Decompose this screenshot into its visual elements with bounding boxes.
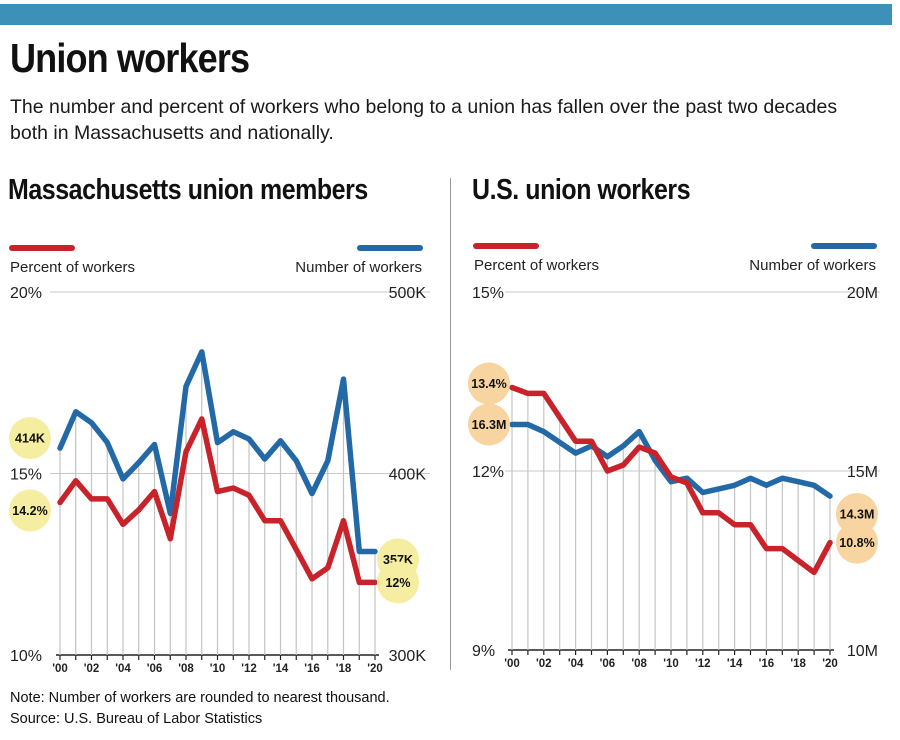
ma-legend-number-label: Number of workers	[295, 259, 422, 276]
us-x-tick-label: '06	[600, 658, 616, 670]
us-x-tick-label: '12	[695, 658, 711, 670]
us-annotation-percent-start: 13.4%	[471, 377, 506, 391]
us-legend-number-label: Number of workers	[749, 257, 876, 274]
ma-y-right-tick-label: 300K	[389, 648, 427, 665]
us-y-left-tick-label: 9%	[472, 643, 495, 660]
us-x-tick-label: '10	[663, 658, 679, 670]
ma-x-tick-label: '16	[304, 663, 320, 675]
ma-x-tick-label: '18	[336, 663, 352, 675]
us-x-tick-label: '14	[727, 658, 743, 670]
footnote-source: Source: U.S. Bureau of Labor Statistics	[10, 711, 263, 727]
ma-x-tick-label: '20	[367, 663, 383, 675]
us-x-tick-label: '16	[759, 658, 775, 670]
ma-legend-percent-label: Percent of workers	[10, 259, 135, 276]
us-x-tick-label: '04	[568, 658, 584, 670]
ma-x-tick-label: '06	[147, 663, 163, 675]
us-series-percent-line	[509, 384, 833, 576]
ma-x-tick-label: '00	[52, 663, 68, 675]
us-y-left-tick-label: 15%	[472, 285, 504, 302]
footnotes: Note: Number of workers are rounded to n…	[10, 688, 390, 730]
page-title: Union workers	[10, 35, 250, 81]
us-y-right-tick-label: 20M	[847, 285, 878, 302]
ma-x-tick-label: '12	[241, 663, 257, 675]
ma-y-left-tick-label: 10%	[10, 648, 42, 665]
us-annotation-percent-end-circle	[836, 521, 878, 564]
us-chart-title: U.S. union workers	[472, 174, 691, 206]
ma-annotation-percent-start-circle	[9, 489, 51, 532]
ma-y-right-tick-label: 400K	[389, 467, 427, 484]
ma-series-percent-line	[57, 416, 378, 586]
ma-x-tick-label: '10	[210, 663, 226, 675]
ma-x-tick-label: '02	[84, 663, 100, 675]
ma-annotation-percent-start: 14.2%	[12, 504, 47, 518]
us-series-number-line	[509, 421, 833, 499]
ma-chart-title: Massachusetts union members	[8, 174, 368, 206]
page-subtitle: The number and percent of workers who be…	[10, 96, 838, 144]
us-x-tick-label: '08	[631, 658, 647, 670]
panel-divider	[450, 178, 451, 670]
us-annotation-number-end: 14.3M	[840, 508, 875, 522]
ma-y-left-tick-label: 20%	[10, 285, 42, 302]
us-annotation-number-start: 16.3M	[472, 418, 507, 432]
ma-x-tick-label: '14	[273, 663, 289, 675]
us-y-right-tick-label: 15M	[847, 464, 878, 481]
us-legend-percent-label: Percent of workers	[474, 257, 599, 274]
us-x-tick-label: '00	[504, 658, 520, 670]
ma-annotation-number-start: 414K	[15, 432, 45, 446]
ma-annotation-percent-end: 12%	[385, 576, 410, 590]
us-annotation-percent-end: 10.8%	[839, 536, 874, 550]
footnote-note: Note: Number of workers are rounded to n…	[10, 690, 390, 706]
us-annotation-number-start-circle	[468, 403, 510, 446]
us-y-right-tick-label: 10M	[847, 643, 878, 660]
ma-series-number-line	[57, 349, 378, 555]
ma-y-left-tick-label: 15%	[10, 467, 42, 484]
ma-x-tick-label: '08	[178, 663, 194, 675]
us-x-tick-label: '20	[822, 658, 838, 670]
ma-annotation-number-start-circle	[9, 417, 51, 460]
us-y-left-tick-label: 12%	[472, 464, 504, 481]
header-accent-bar	[0, 4, 892, 25]
us-x-tick-label: '18	[790, 658, 806, 670]
us-x-tick-label: '02	[536, 658, 552, 670]
us-annotation-percent-start-circle	[468, 362, 510, 405]
ma-x-tick-label: '04	[115, 663, 131, 675]
ma-y-right-tick-label: 500K	[389, 285, 427, 302]
ma-annotation-percent-end-circle	[377, 561, 419, 604]
